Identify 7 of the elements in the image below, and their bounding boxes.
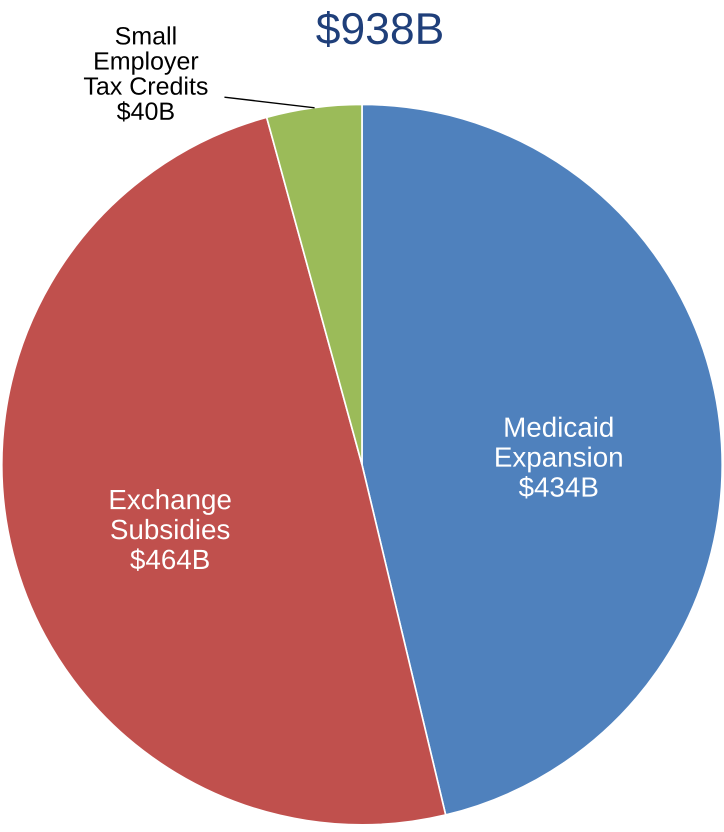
slice-label: Exchange Subsidies: [110, 489, 231, 540]
data-label: $464B: [130, 548, 209, 571]
data-label: $434B: [518, 476, 598, 498]
slice-label: Medicaid Expansion: [496, 416, 622, 472]
data-label: $40B: [116, 101, 174, 122]
slice-label: Small Employer Tax Credits: [84, 26, 208, 95]
chart-title: $938B: [316, 11, 442, 47]
